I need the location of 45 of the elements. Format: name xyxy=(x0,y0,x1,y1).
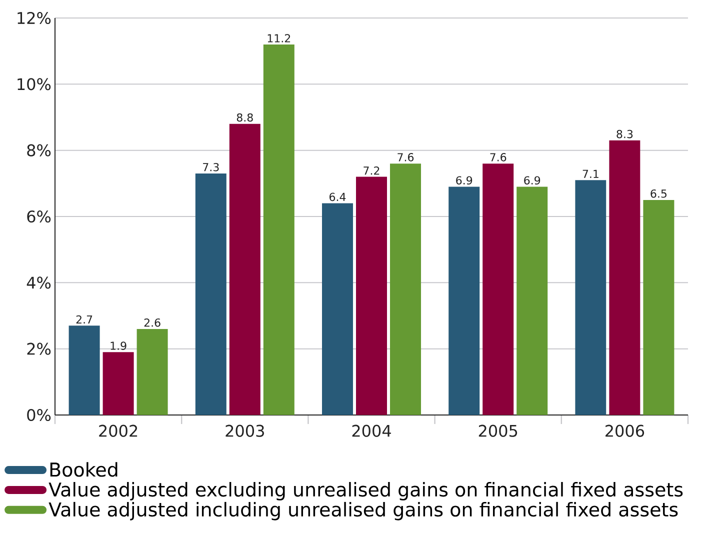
bar xyxy=(356,176,387,415)
data-label: 11.2 xyxy=(268,34,290,42)
bar xyxy=(390,164,421,415)
legend-label: Value adjusted including unrealised gains on financial fixed assets xyxy=(48,502,678,520)
data-label: 7.6 xyxy=(490,153,506,162)
bar xyxy=(263,44,294,415)
data-label: 7.6 xyxy=(398,153,414,162)
data-label: 6.9 xyxy=(524,176,540,185)
bar xyxy=(575,180,606,415)
legend-label: Booked xyxy=(50,462,118,477)
y-tick-label: 12% xyxy=(18,12,51,24)
data-label: 6.4 xyxy=(330,192,346,202)
data-label: 6.9 xyxy=(456,176,472,185)
bar xyxy=(68,326,100,415)
data-label: 2.7 xyxy=(76,315,92,324)
y-tick-label: 8% xyxy=(27,144,51,156)
data-label: 2.6 xyxy=(144,318,160,327)
y-tick-label: 4% xyxy=(26,276,51,289)
data-label: 8.3 xyxy=(616,130,633,138)
data-label: 1.9 xyxy=(110,342,126,350)
bar xyxy=(195,173,226,415)
data-label: 7.1 xyxy=(582,170,598,178)
bar xyxy=(482,164,514,415)
y-tick-label: 10% xyxy=(18,78,51,90)
bar xyxy=(643,200,674,415)
bar xyxy=(322,203,354,415)
bar xyxy=(102,352,134,415)
y-tick-label: 0% xyxy=(27,408,51,422)
bar xyxy=(516,186,548,415)
x-tick-label: 2004 xyxy=(352,424,391,437)
data-label: 7.2 xyxy=(364,166,380,175)
bar xyxy=(448,186,480,415)
x-tick-label: 2003 xyxy=(226,424,264,437)
bar xyxy=(609,140,640,415)
bar xyxy=(136,328,168,415)
x-tick-label: 2006 xyxy=(606,424,644,437)
y-tick-label: 2% xyxy=(27,342,51,355)
x-tick-label: 2005 xyxy=(478,424,518,437)
y-tick-label: 6% xyxy=(27,210,51,223)
data-label: 7.3 xyxy=(203,162,219,172)
bar xyxy=(229,124,260,415)
data-label: 8.8 xyxy=(236,113,253,122)
data-label: 6.5 xyxy=(650,189,666,198)
x-tick-label: 2002 xyxy=(99,424,138,437)
legend-label: Value adjusted excluding unrealised gains on financial fixed assets xyxy=(48,482,683,500)
